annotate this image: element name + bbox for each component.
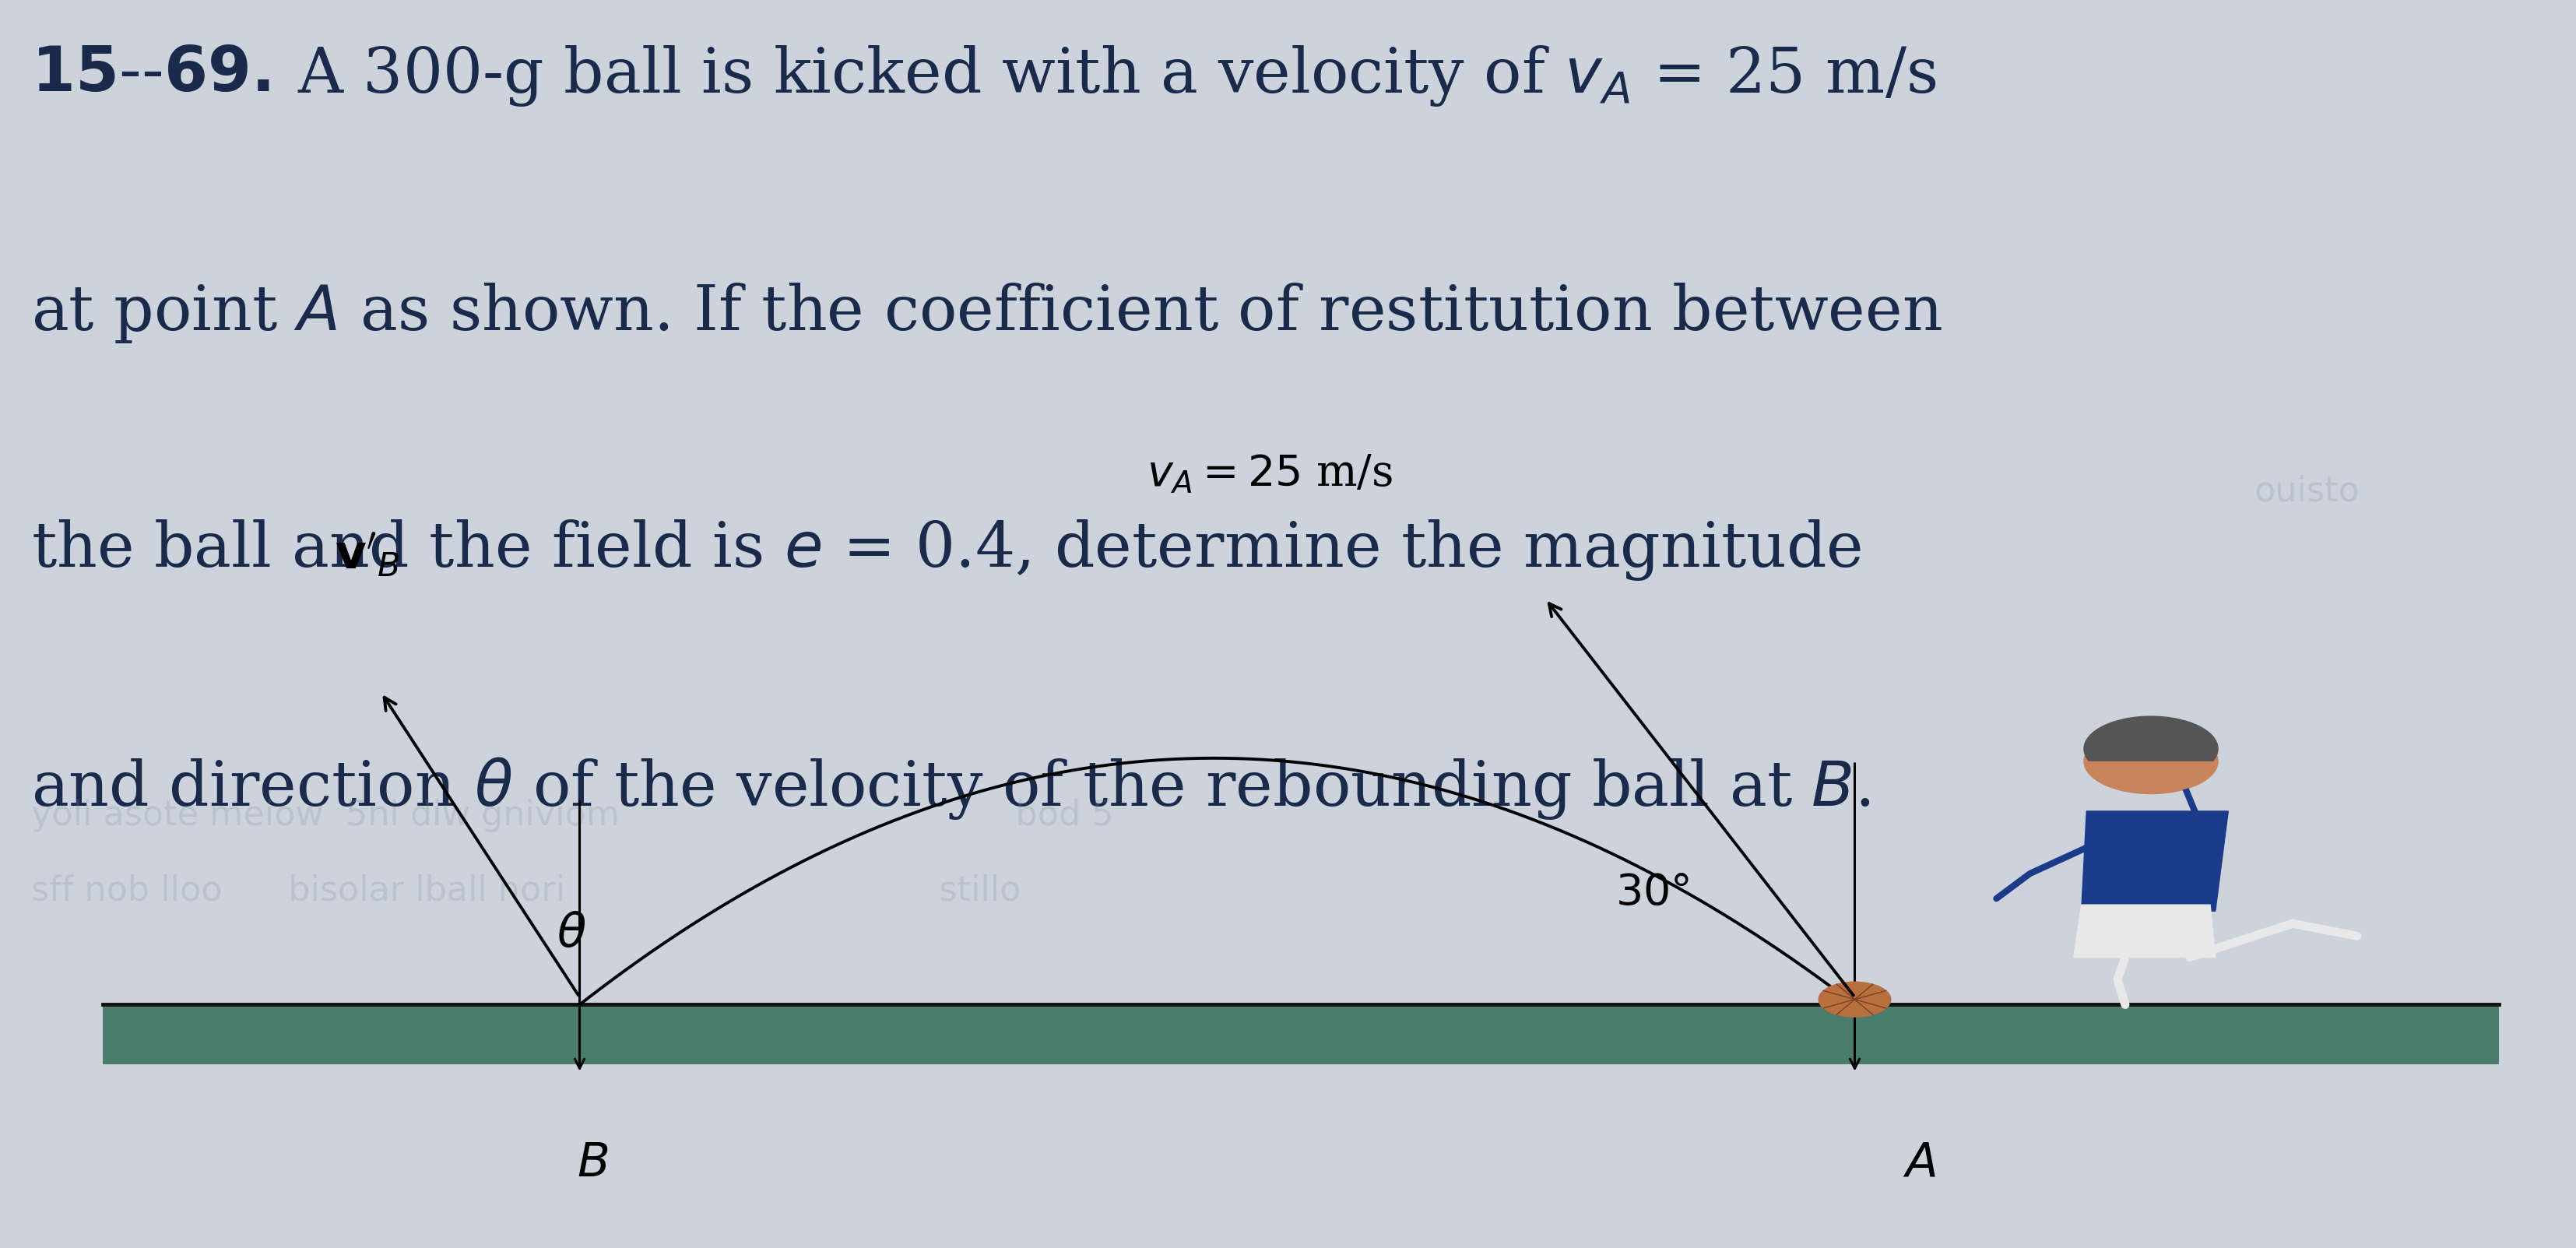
Circle shape xyxy=(2084,716,2218,781)
Text: $30°$: $30°$ xyxy=(1615,871,1690,914)
Text: $B$: $B$ xyxy=(577,1139,608,1187)
Text: the ball and the field is $e$ = 0.4, determine the magnitude: the ball and the field is $e$ = 0.4, det… xyxy=(31,518,1862,583)
Text: and direction $\theta$ of the velocity of the rebounding ball at $B$.: and direction $\theta$ of the velocity o… xyxy=(31,755,1870,821)
Text: $\theta$: $\theta$ xyxy=(556,910,587,957)
Polygon shape xyxy=(2081,811,2228,911)
Text: yoli asote meiow  5ni diw gniviom                                    bod 5: yoli asote meiow 5ni diw gniviom bod 5 xyxy=(31,799,1113,832)
Bar xyxy=(103,1005,2499,1065)
Wedge shape xyxy=(2084,761,2218,794)
Text: ouisto: ouisto xyxy=(2254,474,2360,508)
Text: $\mathbf{v}'_B$: $\mathbf{v}'_B$ xyxy=(335,532,399,579)
Circle shape xyxy=(2084,729,2218,794)
Text: sff nob lloo      bisolar lball nori                                  stillo: sff nob lloo bisolar lball nori stillo xyxy=(31,874,1020,907)
Circle shape xyxy=(1819,982,1891,1017)
Text: A 300-g ball is kicked with a velocity of $v_A$ = 25 m/s: A 300-g ball is kicked with a velocity o… xyxy=(258,44,1937,109)
Text: $v_A = 25$ m/s: $v_A = 25$ m/s xyxy=(1146,453,1394,495)
Text: at point $A$ as shown. If the coefficient of restitution between: at point $A$ as shown. If the coefficien… xyxy=(31,281,1942,344)
Polygon shape xyxy=(2074,905,2215,957)
Text: $\mathbf{15\text{--}69.}$: $\mathbf{15\text{--}69.}$ xyxy=(31,44,270,105)
Text: $A$: $A$ xyxy=(1904,1139,1935,1187)
